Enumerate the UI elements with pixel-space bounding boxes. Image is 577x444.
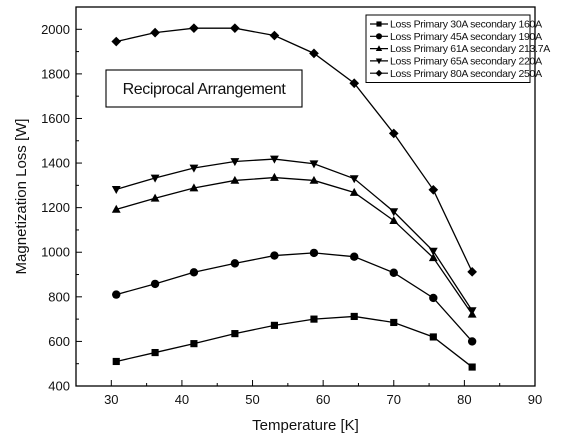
data-point-s1-3: [190, 340, 198, 348]
data-point-s1-1: [112, 357, 120, 366]
data-point-s5-3: [189, 23, 199, 34]
data-point-s2-1: [112, 290, 121, 299]
series-5: [111, 23, 477, 277]
data-point-s1-7: [350, 312, 358, 321]
series-line-2: [116, 252, 473, 342]
data-point-s2-7: [350, 252, 359, 261]
data-point-s4-3: [189, 164, 199, 173]
data-point-s3-7: [349, 187, 359, 196]
x-tick-label-4: 70: [387, 392, 401, 407]
data-point-s3-4: [230, 175, 240, 184]
data-point-s4-1: [111, 186, 121, 194]
legend-label-2: Loss Primary 45A secondary 190A: [390, 31, 542, 43]
data-point-s4-5: [270, 155, 279, 164]
series-1: [112, 312, 476, 371]
data-point-s3-1: [111, 204, 121, 213]
data-point-s2-3: [189, 268, 199, 277]
series-line-3: [116, 176, 473, 315]
data-point-s1-9: [429, 333, 437, 341]
data-point-s5-9: [428, 184, 439, 195]
series-3: [111, 172, 477, 318]
x-tick-label-6: 90: [528, 392, 542, 407]
series-2: [112, 248, 477, 346]
legend-marker-1: [376, 21, 382, 27]
data-point-s4-2: [150, 174, 160, 183]
data-point-s5-7: [349, 78, 360, 89]
data-point-s1-8: [390, 318, 398, 327]
y-tick-label-2: 800: [48, 289, 70, 304]
data-point-s5-8: [388, 128, 399, 139]
y-tick-label-7: 1800: [41, 66, 70, 81]
y-tick-label-3: 1000: [41, 245, 70, 260]
legend-marker-5: [375, 69, 383, 77]
data-point-s4-8: [389, 208, 399, 217]
legend-label-5: Loss Primary 80A secondary 250A: [390, 68, 542, 80]
data-point-s3-5: [270, 172, 279, 181]
legend-marker-2: [375, 33, 383, 40]
legend-marker-4: [375, 58, 383, 65]
axis-ticks: 30 40 50 60 70 80 90 400 600 800 1000 1200 1400 1600 1…: [41, 22, 542, 407]
annotation-text: Reciprocal Arrangement: [123, 81, 287, 98]
y-tick-label-4: 1200: [41, 200, 70, 215]
data-point-s5-10: [467, 267, 477, 277]
data-point-s2-8: [389, 268, 398, 277]
legend-marker-3: [375, 45, 383, 52]
legend-label-4: Loss Primary 65A secondary 220A: [390, 56, 542, 68]
y-tick-label-0: 400: [48, 379, 70, 394]
y-tick-label-6: 1600: [41, 111, 70, 126]
y-tick-label-1: 600: [48, 334, 70, 349]
data-point-s3-9: [428, 253, 438, 262]
x-tick-label-5: 80: [457, 392, 471, 407]
data-point-s2-10: [467, 337, 477, 346]
series-line-4: [116, 158, 473, 312]
data-point-s4-10: [467, 307, 477, 316]
series-line-5: [116, 27, 473, 273]
data-point-s2-2: [150, 279, 160, 289]
data-point-s2-6: [309, 248, 319, 258]
series-line-1: [116, 315, 473, 368]
y-axis-title: Magnetization Loss [W]: [13, 119, 30, 275]
x-axis-title: Temperature [K]: [252, 417, 359, 434]
data-point-s5-1: [111, 36, 122, 47]
y-tick-label-8: 2000: [41, 22, 70, 37]
data-point-s4-9: [428, 247, 438, 256]
data-point-s4-4: [230, 158, 240, 167]
y-tick-label-5: 1400: [41, 156, 70, 171]
data-point-s1-5: [270, 321, 278, 329]
data-point-s3-8: [389, 215, 399, 224]
data-point-s5-2: [150, 27, 160, 38]
data-point-s1-6: [310, 315, 318, 323]
data-point-s1-4: [231, 330, 239, 338]
legend-label-1: Loss Primary 30A secondary 160A: [390, 19, 542, 31]
series-4: [111, 155, 477, 316]
data-point-s5-4: [230, 23, 240, 34]
data-point-s2-4: [230, 259, 240, 268]
data-point-s3-3: [189, 183, 199, 192]
data-point-s2-5: [270, 251, 279, 260]
plot-frame: [75, 6, 536, 387]
series-layer: [111, 23, 477, 371]
data-point-s3-2: [150, 193, 160, 202]
x-tick-label-1: 40: [175, 392, 189, 407]
data-point-s4-6: [309, 160, 319, 169]
legend-label-3: Loss Primary 61A secondary 213.7A: [390, 43, 550, 55]
data-point-s3-6: [309, 175, 319, 184]
data-point-s5-5: [269, 30, 280, 41]
data-point-s2-9: [429, 293, 438, 303]
x-tick-label-3: 60: [316, 392, 330, 407]
x-tick-label-0: 30: [104, 392, 118, 407]
data-point-s4-7: [349, 175, 359, 184]
x-tick-label-2: 50: [245, 392, 259, 407]
data-point-s1-10: [468, 363, 476, 371]
data-point-s5-6: [309, 48, 319, 59]
data-point-s1-2: [151, 348, 159, 357]
annotation-box: Reciprocal Arrangement: [105, 69, 303, 108]
